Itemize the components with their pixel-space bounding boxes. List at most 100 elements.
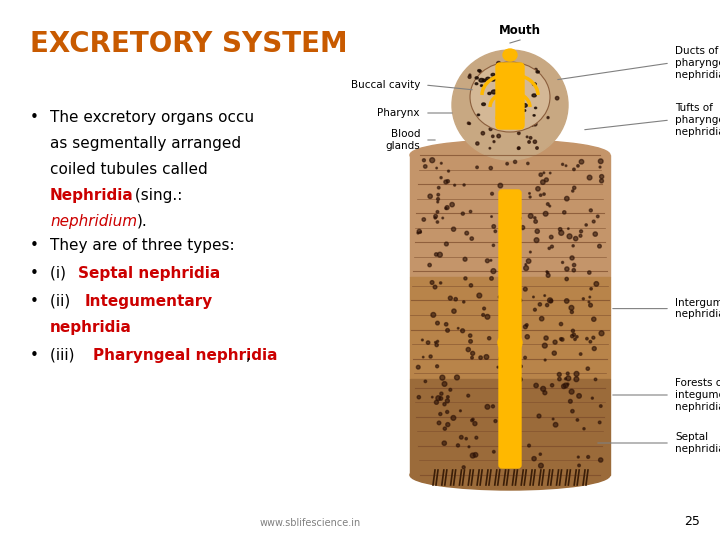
Ellipse shape: [516, 238, 518, 240]
Ellipse shape: [520, 365, 523, 368]
Ellipse shape: [469, 123, 470, 125]
Ellipse shape: [467, 394, 469, 397]
Ellipse shape: [513, 388, 518, 393]
Ellipse shape: [491, 269, 496, 274]
Ellipse shape: [451, 227, 456, 231]
Ellipse shape: [501, 80, 505, 83]
Ellipse shape: [572, 264, 576, 267]
Ellipse shape: [539, 463, 544, 468]
Ellipse shape: [504, 80, 507, 84]
Text: nephridium: nephridium: [50, 214, 137, 229]
Ellipse shape: [443, 403, 446, 406]
Text: Integumentary: Integumentary: [85, 294, 213, 309]
Ellipse shape: [430, 158, 435, 163]
Ellipse shape: [491, 90, 497, 94]
Ellipse shape: [421, 339, 423, 341]
Ellipse shape: [481, 132, 485, 135]
Ellipse shape: [506, 95, 508, 97]
Ellipse shape: [416, 366, 420, 369]
Ellipse shape: [539, 194, 542, 197]
Ellipse shape: [466, 347, 470, 352]
Ellipse shape: [450, 202, 454, 207]
Ellipse shape: [476, 142, 479, 145]
Ellipse shape: [513, 269, 517, 274]
Ellipse shape: [526, 259, 531, 264]
Ellipse shape: [593, 232, 598, 237]
Ellipse shape: [518, 77, 522, 80]
Ellipse shape: [461, 329, 464, 333]
Text: (ii): (ii): [50, 294, 75, 309]
Ellipse shape: [514, 452, 518, 456]
Ellipse shape: [449, 296, 452, 300]
Ellipse shape: [570, 256, 574, 260]
Ellipse shape: [566, 372, 570, 375]
Ellipse shape: [486, 123, 487, 124]
Ellipse shape: [444, 242, 449, 246]
Ellipse shape: [500, 338, 505, 342]
FancyBboxPatch shape: [410, 379, 610, 475]
Text: Mouth: Mouth: [499, 24, 541, 37]
Ellipse shape: [536, 187, 540, 191]
FancyBboxPatch shape: [410, 276, 610, 379]
Ellipse shape: [502, 423, 505, 426]
Ellipse shape: [433, 285, 437, 289]
Ellipse shape: [528, 214, 533, 218]
Ellipse shape: [503, 120, 505, 124]
Ellipse shape: [463, 301, 465, 303]
Ellipse shape: [590, 288, 593, 290]
Ellipse shape: [523, 94, 526, 97]
Ellipse shape: [589, 340, 592, 343]
Ellipse shape: [586, 367, 590, 370]
Ellipse shape: [434, 217, 436, 219]
Ellipse shape: [516, 101, 518, 103]
Ellipse shape: [518, 147, 520, 149]
Ellipse shape: [442, 441, 446, 445]
Text: •: •: [30, 238, 39, 253]
Ellipse shape: [579, 159, 584, 164]
Ellipse shape: [564, 299, 569, 303]
Ellipse shape: [440, 392, 443, 395]
Ellipse shape: [539, 453, 541, 455]
Ellipse shape: [599, 166, 601, 168]
Ellipse shape: [454, 184, 456, 186]
Ellipse shape: [515, 68, 518, 71]
Ellipse shape: [485, 259, 490, 263]
Ellipse shape: [502, 294, 504, 296]
Ellipse shape: [498, 333, 522, 353]
Ellipse shape: [518, 79, 521, 81]
Ellipse shape: [534, 238, 539, 242]
Ellipse shape: [562, 163, 564, 165]
Ellipse shape: [510, 75, 513, 77]
Ellipse shape: [468, 446, 470, 448]
Ellipse shape: [534, 107, 536, 109]
Ellipse shape: [454, 298, 457, 301]
Ellipse shape: [444, 322, 448, 326]
Ellipse shape: [534, 140, 536, 144]
Ellipse shape: [542, 343, 547, 348]
Ellipse shape: [477, 114, 480, 116]
Ellipse shape: [577, 165, 579, 167]
Ellipse shape: [436, 321, 439, 325]
Ellipse shape: [519, 79, 523, 82]
Ellipse shape: [599, 331, 604, 336]
Ellipse shape: [435, 343, 438, 347]
Text: ).: ).: [137, 214, 148, 229]
Ellipse shape: [475, 83, 478, 85]
Ellipse shape: [505, 96, 509, 98]
Ellipse shape: [440, 375, 445, 380]
Text: Pharyngeal nephridia: Pharyngeal nephridia: [93, 348, 277, 363]
Ellipse shape: [486, 77, 490, 80]
Ellipse shape: [510, 218, 513, 221]
Ellipse shape: [546, 271, 548, 273]
Ellipse shape: [436, 396, 441, 401]
FancyBboxPatch shape: [496, 63, 524, 129]
Ellipse shape: [543, 391, 547, 395]
Ellipse shape: [516, 331, 518, 333]
Ellipse shape: [572, 245, 575, 247]
Ellipse shape: [574, 237, 578, 241]
Ellipse shape: [582, 298, 585, 300]
Ellipse shape: [449, 388, 451, 391]
Ellipse shape: [440, 177, 442, 179]
Ellipse shape: [468, 76, 471, 78]
Ellipse shape: [482, 79, 486, 82]
